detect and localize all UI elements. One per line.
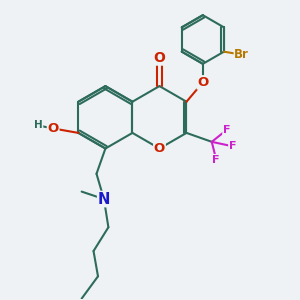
Text: O: O bbox=[154, 142, 165, 155]
Text: O: O bbox=[154, 51, 165, 65]
Text: F: F bbox=[229, 141, 236, 151]
Text: O: O bbox=[197, 76, 208, 89]
Text: Br: Br bbox=[234, 48, 249, 61]
Text: F: F bbox=[212, 155, 220, 165]
Text: F: F bbox=[223, 125, 230, 135]
Text: O: O bbox=[47, 122, 59, 135]
Text: N: N bbox=[98, 191, 110, 206]
Text: H: H bbox=[34, 121, 43, 130]
